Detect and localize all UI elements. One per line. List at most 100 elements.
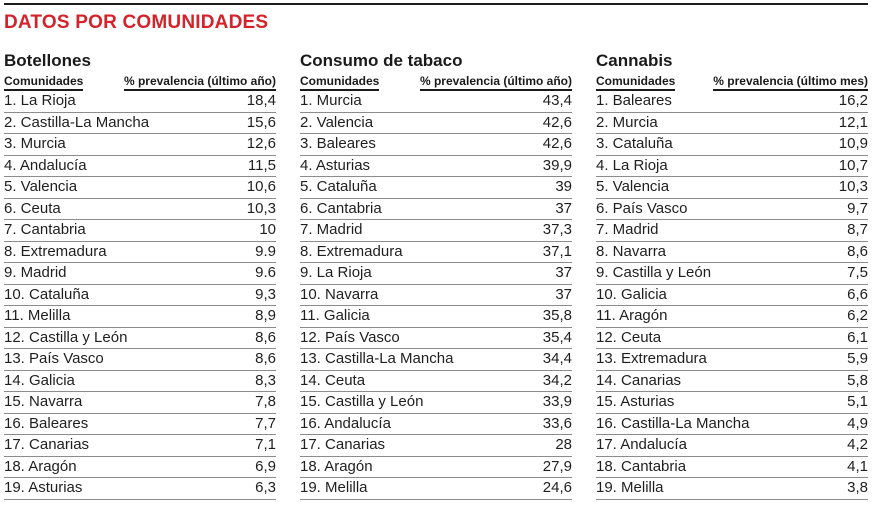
table-row: 5. Valencia 10,3 [596,177,868,199]
table-row: 18. Aragón 27,9 [300,457,572,478]
table-row: 11. Aragón 6,2 [596,306,868,328]
prevalence-cell: 11,5 [247,156,276,174]
community-cell: 1. Murcia [300,92,362,109]
community-cell: 1. La Rioja [4,92,76,109]
table-header-row: Comunidades % prevalencia (último año) [300,75,572,91]
column-header-prevalence: % prevalencia (último mes) [713,75,868,91]
table-row: 4. La Rioja 10,7 [596,156,868,177]
table-row: 2. Murcia 12,1 [596,113,868,134]
table-row: 19. Asturias 6,3 [4,478,276,500]
prevalence-cell: 9,3 [255,285,276,303]
table-row: 15. Navarra 7,8 [4,392,276,414]
community-cell: 7. Madrid [300,221,363,238]
table-row: 19. Melilla 24,6 [300,478,572,500]
top-rule [4,3,868,5]
prevalence-cell: 12,1 [838,113,868,131]
community-cell: 18. Aragón [4,457,77,475]
table-cannabis: Cannabis Comunidades % prevalencia (último… [596,51,868,500]
prevalence-cell: 9.6 [255,264,276,281]
table-row: 8. Navarra 8,6 [596,242,868,263]
prevalence-cell: 24,6 [542,479,572,496]
community-cell: 5. Valencia [596,178,670,195]
prevalence-cell: 8,6 [847,242,868,260]
column-header-communities: Comunidades [300,75,380,91]
table-row: 10. Cataluña 9,3 [4,285,276,306]
table-row: 16. Castilla-La Mancha 4,9 [596,414,868,435]
table-row: 2. Castilla-La Mancha 15,6 [4,113,276,134]
column-header-prevalence: % prevalencia (último año) [419,75,572,91]
prevalence-cell: 5,9 [847,350,868,367]
prevalence-cell: 33,6 [542,414,572,432]
prevalence-cell: 5,8 [847,371,868,389]
prevalence-cell: 37 [555,264,572,281]
table-row: 18. Cantabria 4,1 [596,457,868,478]
community-cell: 2. Murcia [596,113,658,131]
table-row: 12. Castilla y León 8,6 [4,328,276,349]
table-consumo-de-tabaco: Consumo de tabaco Comunidades % prevalenci… [300,51,572,500]
prevalence-cell: 15,6 [246,113,276,131]
prevalence-cell: 42,6 [542,135,572,152]
table-row: 6. Ceuta 10,3 [4,199,276,220]
prevalence-cell: 6,3 [255,479,276,496]
prevalence-cell: 37,1 [542,242,572,260]
community-cell: 12. Castilla y León [4,328,128,346]
table-botellones: Botellones Comunidades % prevalencia (últi… [4,51,276,500]
table-row: 9. Castilla y León 7,5 [596,263,868,285]
community-cell: 4. Asturias [300,156,371,174]
table-row: 13. País Vasco 8,6 [4,349,276,371]
table-row: 6. País Vasco 9,7 [596,199,868,220]
community-cell: 7. Cantabria [4,221,86,238]
prevalence-cell: 9,7 [847,199,868,217]
table-row: 9. La Rioja 37 [300,263,572,285]
table-row: 16. Baleares 7,7 [4,414,276,435]
table-row: 1. Baleares 16,2 [596,91,868,113]
prevalence-cell: 37 [555,199,572,217]
prevalence-cell: 12,6 [246,135,276,152]
prevalence-cell: 37,3 [542,221,572,238]
community-cell: 12. País Vasco [300,328,400,346]
table-row: 5. Cataluña 39 [300,177,572,199]
table-row: 13. Extremadura 5,9 [596,349,868,371]
community-cell: 9. Madrid [4,264,67,281]
community-cell: 6. Ceuta [4,199,61,217]
community-cell: 9. Castilla y León [596,264,712,281]
community-cell: 8. Navarra [596,242,667,260]
table-row: 7. Madrid 37,3 [300,220,572,242]
community-cell: 15. Navarra [4,393,83,410]
community-cell: 10. Navarra [300,285,379,303]
prevalence-cell: 10,9 [838,135,868,152]
community-cell: 7. Madrid [596,221,659,238]
table-row: 2. Valencia 42,6 [300,113,572,134]
community-cell: 12. Ceuta [596,328,662,346]
community-cell: 2. Valencia [300,113,374,131]
table-row: 15. Asturias 5,1 [596,392,868,414]
prevalence-cell: 8,6 [255,328,276,346]
table-row: 8. Extremadura 37,1 [300,242,572,263]
prevalence-cell: 34,4 [542,350,572,367]
prevalence-cell: 8,9 [255,307,276,324]
table-title: Botellones [4,51,91,70]
prevalence-cell: 43,4 [542,92,572,109]
table-row: 4. Andalucía 11,5 [4,156,276,177]
table-row: 3. Murcia 12,6 [4,134,276,156]
prevalence-cell: 7,7 [255,414,276,432]
community-cell: 6. País Vasco [596,199,688,217]
table-row: 11. Melilla 8,9 [4,306,276,328]
community-cell: 14. Canarias [596,371,682,389]
table-row: 7. Madrid 8,7 [596,220,868,242]
prevalence-cell: 6,9 [255,457,276,475]
prevalence-cell: 6,6 [847,285,868,303]
prevalence-cell: 10,3 [246,199,276,217]
prevalence-cell: 7,8 [255,393,276,410]
community-cell: 15. Castilla y León [300,393,424,410]
table-row: 1. Murcia 43,4 [300,91,572,113]
prevalence-cell: 8,6 [255,350,276,367]
community-cell: 8. Extremadura [300,242,403,260]
table-row: 9. Madrid 9.6 [4,263,276,285]
community-cell: 13. País Vasco [4,350,104,367]
table-header-row: Comunidades % prevalencia (último mes) [596,75,868,91]
community-cell: 15. Asturias [596,393,675,410]
community-cell: 4. Andalucía [4,156,87,174]
table-row: 10. Navarra 37 [300,285,572,306]
community-cell: 10. Galicia [596,285,667,303]
